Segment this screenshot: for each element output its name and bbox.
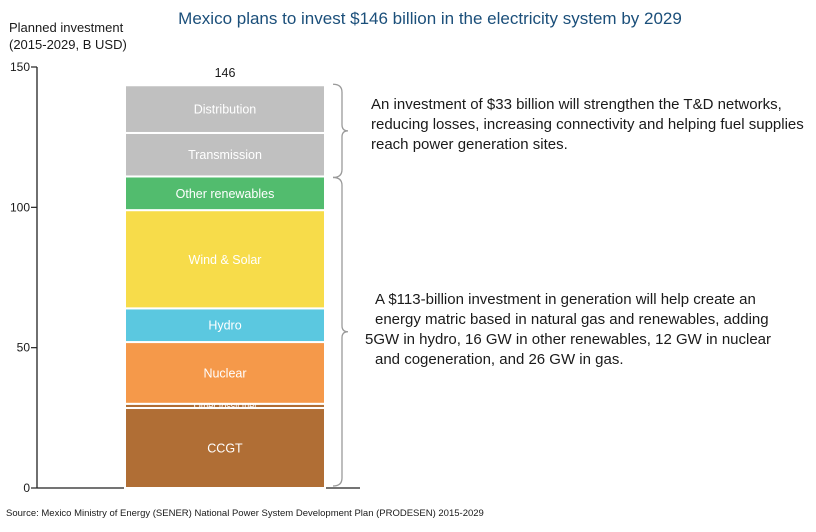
segment-label: Hydro — [208, 319, 241, 333]
segment-label: Nuclear — [203, 366, 246, 380]
td-brace — [332, 83, 349, 179]
generation-annotation: A $113-billion investment in generation … — [365, 290, 815, 370]
y-tick-label: 100 — [10, 200, 30, 214]
total-label: 146 — [215, 66, 236, 80]
y-axis-unit-label: (2015-2029, B USD) — [9, 37, 127, 52]
bar-segment-hydro — [124, 307, 326, 344]
segment-label: Other fossil fuel — [194, 401, 257, 411]
generation-annotation-line: and cogeneration, and 26 GW in gas. — [375, 351, 624, 368]
bar-segment-ccgt — [124, 407, 326, 490]
y-tick-label: 50 — [17, 341, 31, 355]
y-tick-label: 0 — [23, 481, 30, 495]
bar-segment-wind-solar — [124, 209, 326, 310]
generation-annotation-line: 5GW in hydro, 16 GW in other renewables,… — [365, 331, 772, 348]
generation-annotation-line: energy matric based in natural gas and r… — [375, 311, 769, 328]
bar-segment-other-renewables — [124, 175, 326, 212]
segment-label: Distribution — [194, 103, 257, 117]
generation-brace — [332, 176, 349, 487]
chart-title: Mexico plans to invest $146 billion in t… — [178, 9, 682, 28]
td-annotation: An investment of $33 billion will streng… — [371, 96, 804, 153]
bar-segment-transmission — [124, 131, 326, 178]
source-note: Source: Mexico Ministry of Energy (SENER… — [6, 508, 484, 519]
generation-annotation-line: A $113-billion investment in generation … — [375, 291, 756, 308]
y-axis-label: Planned investment — [9, 20, 124, 35]
y-tick-label: 150 — [10, 60, 30, 74]
segment-label: Wind & Solar — [189, 253, 262, 267]
segment-label: Transmission — [188, 148, 262, 162]
segment-label: CCGT — [207, 442, 243, 456]
bar-segment-distribution — [124, 84, 326, 134]
segment-label: Other renewables — [176, 187, 275, 201]
bar-segment-nuclear — [124, 341, 326, 405]
